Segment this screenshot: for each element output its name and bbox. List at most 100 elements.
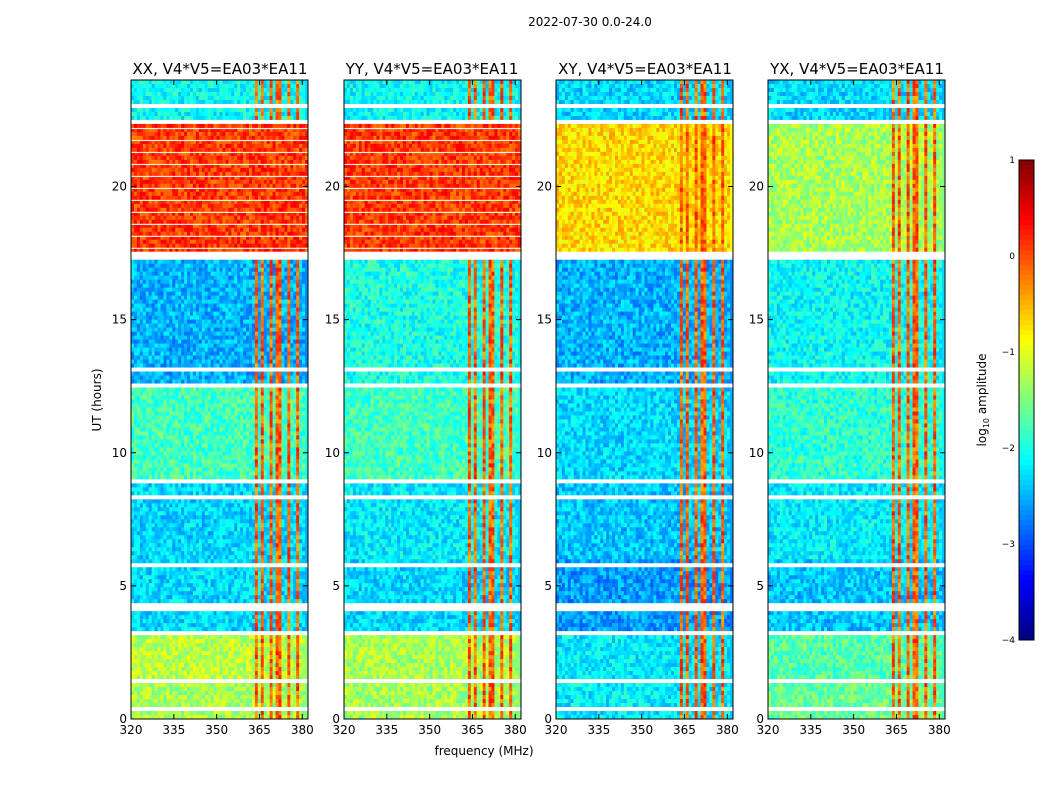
heatmap-cell bbox=[184, 199, 188, 205]
heatmap-cell bbox=[257, 239, 262, 245]
heatmap-cell bbox=[287, 243, 291, 249]
heatmap-cell bbox=[231, 347, 235, 352]
heatmap-cell bbox=[228, 131, 232, 137]
heatmap-cell bbox=[210, 215, 214, 221]
heatmap-cell bbox=[195, 127, 200, 133]
heatmap-cell bbox=[228, 107, 232, 113]
heatmap-cell bbox=[275, 275, 279, 281]
heatmap-cell bbox=[246, 279, 250, 285]
heatmap-cell bbox=[260, 155, 265, 161]
heatmap-cell bbox=[263, 371, 268, 376]
heatmap-cell bbox=[201, 107, 206, 113]
heatmap-cell bbox=[187, 323, 191, 329]
heatmap-cell bbox=[175, 111, 179, 117]
heatmap-cell bbox=[278, 303, 282, 309]
heatmap-cell bbox=[225, 199, 229, 205]
heatmap-cell bbox=[166, 267, 170, 273]
heatmap-cell bbox=[181, 395, 185, 400]
heatmap-cell bbox=[195, 327, 200, 332]
heatmap-cell bbox=[151, 299, 155, 305]
heatmap-cell bbox=[299, 179, 303, 185]
heatmap-cell bbox=[290, 295, 294, 301]
heatmap-cell bbox=[172, 279, 176, 285]
heatmap-cell bbox=[169, 211, 173, 217]
heatmap-cell bbox=[278, 227, 282, 233]
heatmap-cell bbox=[204, 147, 209, 153]
heatmap-cell bbox=[293, 431, 297, 436]
heatmap-cell bbox=[187, 375, 191, 380]
heatmap-cell bbox=[260, 167, 265, 173]
heatmap-cell bbox=[169, 183, 173, 189]
heatmap-cell bbox=[234, 331, 238, 336]
heatmap-cell bbox=[213, 231, 217, 237]
heatmap-cell bbox=[240, 299, 244, 305]
heatmap-cell bbox=[287, 335, 291, 340]
heatmap-cell bbox=[154, 83, 158, 89]
heatmap-cell bbox=[299, 263, 303, 269]
heatmap-cell bbox=[284, 431, 288, 436]
heatmap-cell bbox=[269, 91, 273, 97]
heatmap-cell bbox=[216, 215, 220, 221]
heatmap-cell bbox=[257, 191, 262, 197]
heatmap-cell bbox=[257, 431, 262, 436]
heatmap-cell bbox=[192, 311, 197, 317]
heatmap-cell bbox=[157, 159, 161, 165]
heatmap-cell bbox=[249, 375, 253, 380]
heatmap-cell bbox=[299, 91, 303, 97]
heatmap-cell bbox=[207, 311, 212, 317]
heatmap-cell bbox=[131, 167, 135, 173]
heatmap-cell bbox=[284, 131, 288, 137]
heatmap-cell bbox=[219, 211, 223, 217]
heatmap-cell bbox=[148, 87, 153, 93]
heatmap-cell bbox=[254, 87, 259, 93]
heatmap-cell bbox=[148, 235, 153, 241]
heatmap-cell bbox=[133, 339, 138, 344]
heatmap-cell bbox=[260, 99, 265, 105]
heatmap-cell bbox=[243, 259, 247, 265]
heatmap-cell bbox=[145, 115, 150, 121]
heatmap-cell bbox=[249, 187, 253, 193]
heatmap-cell bbox=[251, 331, 256, 336]
heatmap-cell bbox=[254, 107, 259, 113]
heatmap-cell bbox=[207, 183, 212, 189]
heatmap-cell bbox=[166, 147, 170, 153]
heatmap-cell bbox=[240, 387, 244, 392]
heatmap-cell bbox=[302, 407, 306, 412]
heatmap-cell bbox=[296, 80, 300, 85]
heatmap-cell bbox=[296, 427, 300, 432]
heatmap-cell bbox=[293, 399, 297, 404]
heatmap-cell bbox=[290, 331, 294, 336]
heatmap-cell bbox=[296, 155, 300, 161]
heatmap-cell bbox=[213, 343, 217, 348]
heatmap-cell bbox=[296, 307, 300, 313]
heatmap-cell bbox=[275, 195, 279, 201]
heatmap-cell bbox=[198, 399, 203, 404]
heatmap-cell bbox=[154, 171, 158, 177]
heatmap-cell bbox=[305, 215, 309, 221]
heatmap-cell bbox=[299, 275, 303, 281]
heatmap-cell bbox=[192, 271, 197, 277]
heatmap-cell bbox=[278, 159, 282, 165]
heatmap-cell bbox=[195, 403, 200, 408]
heatmap-cell bbox=[272, 219, 276, 225]
heatmap-cell bbox=[184, 163, 188, 169]
heatmap-cell bbox=[219, 431, 223, 436]
heatmap-cell bbox=[154, 211, 158, 217]
heatmap-cell bbox=[195, 199, 200, 205]
heatmap-cell bbox=[166, 123, 170, 129]
heatmap-cell bbox=[249, 99, 253, 105]
heatmap-cell bbox=[302, 87, 306, 93]
heatmap-cell bbox=[287, 247, 291, 253]
heatmap-cell bbox=[249, 351, 253, 356]
heatmap-cell bbox=[249, 391, 253, 396]
heatmap-cell bbox=[163, 375, 167, 380]
heatmap-cell bbox=[219, 127, 223, 133]
heatmap-cell bbox=[263, 175, 268, 181]
heatmap-cell bbox=[266, 95, 271, 101]
heatmap-cell bbox=[246, 379, 250, 384]
heatmap-cell bbox=[142, 163, 147, 169]
heatmap-cell bbox=[187, 235, 191, 241]
heatmap-cell bbox=[213, 295, 217, 301]
heatmap-cell bbox=[175, 207, 179, 213]
heatmap-cell bbox=[305, 407, 309, 412]
